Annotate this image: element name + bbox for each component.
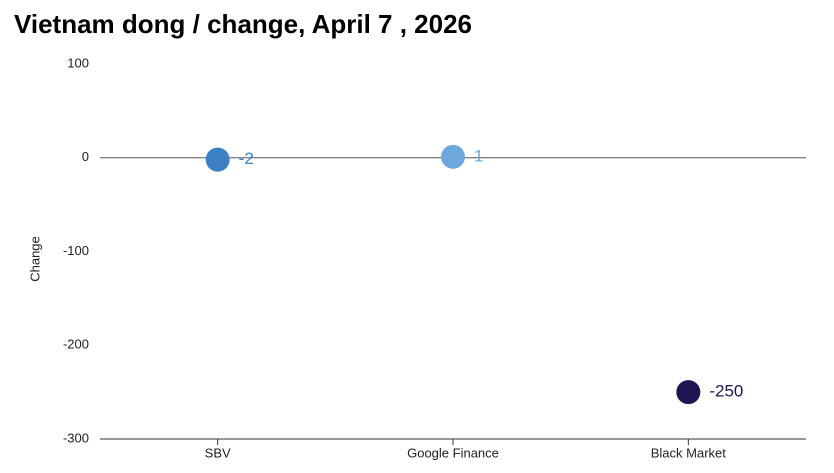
- x-tick-label: Google Finance: [407, 445, 499, 460]
- y-tick-label: -200: [63, 337, 89, 352]
- y-tick-label: 100: [67, 55, 89, 70]
- x-tick-label: SBV: [205, 445, 231, 460]
- value-label: -2: [239, 149, 254, 168]
- dot: [676, 380, 701, 405]
- dot: [441, 144, 465, 169]
- value-label: -250: [709, 382, 743, 401]
- y-tick-label: 0: [82, 149, 89, 164]
- chart-title: Vietnam dong / change, April 7 , 2026: [14, 9, 472, 39]
- y-tick-label: -300: [63, 430, 89, 445]
- y-tick-label: -100: [63, 243, 89, 258]
- value-label: 1: [474, 146, 483, 165]
- y-axis-label: Change: [27, 236, 42, 282]
- dot: [205, 147, 230, 172]
- x-tick-label: Black Market: [651, 445, 727, 460]
